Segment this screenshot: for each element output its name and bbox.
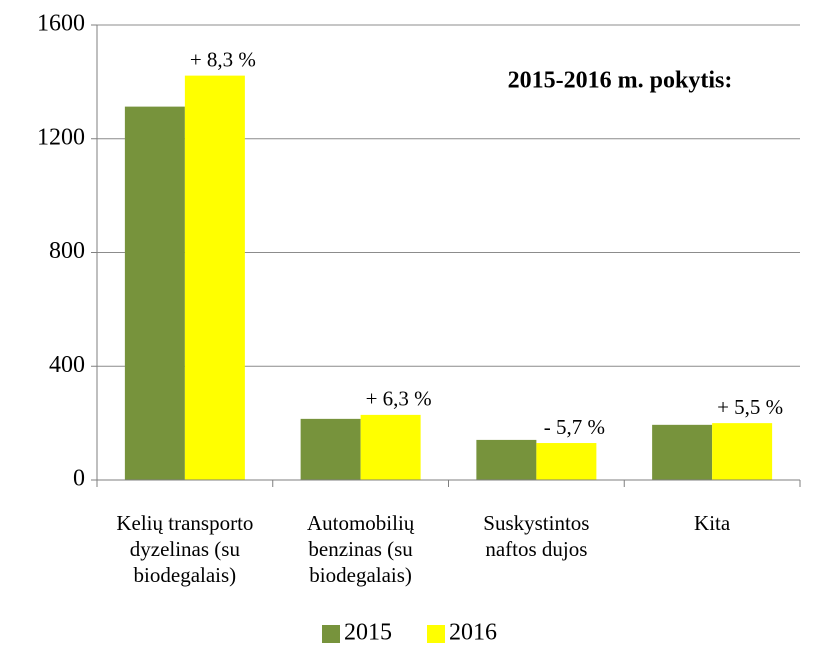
bar [360,414,421,480]
y-tick-label: 1200 [37,124,85,150]
y-tick-label: 0 [73,466,85,492]
annotation: - 5,7 % [544,415,605,439]
bar [124,106,185,480]
bar [536,443,597,480]
y-tick-label: 800 [49,238,85,264]
bar [300,418,361,480]
annotation: + 8,3 % [190,47,256,71]
legend-swatch [427,625,445,643]
x-tick-label: Suskystintos naftos dujos [483,511,589,561]
y-tick-label: 400 [49,352,85,378]
x-tick-label: Automobilių benzinas (su biodegalais) [307,511,415,587]
annotation: + 5,5 % [717,395,783,419]
bar [712,423,773,480]
legend-label: 2016 [449,620,497,646]
chart-title: 2015-2016 m. pokytis: [508,68,733,94]
bar [184,75,245,481]
annotation: + 6,3 % [366,387,432,411]
x-tick-label: Kelių transporto dyzelinas (su biodegalais… [116,511,253,587]
legend-swatch [322,625,340,643]
legend-label: 2015 [344,620,392,646]
y-tick-label: 1600 [37,11,85,37]
x-tick-label: Kita [694,511,731,535]
bar [476,439,537,480]
bar [652,424,713,480]
